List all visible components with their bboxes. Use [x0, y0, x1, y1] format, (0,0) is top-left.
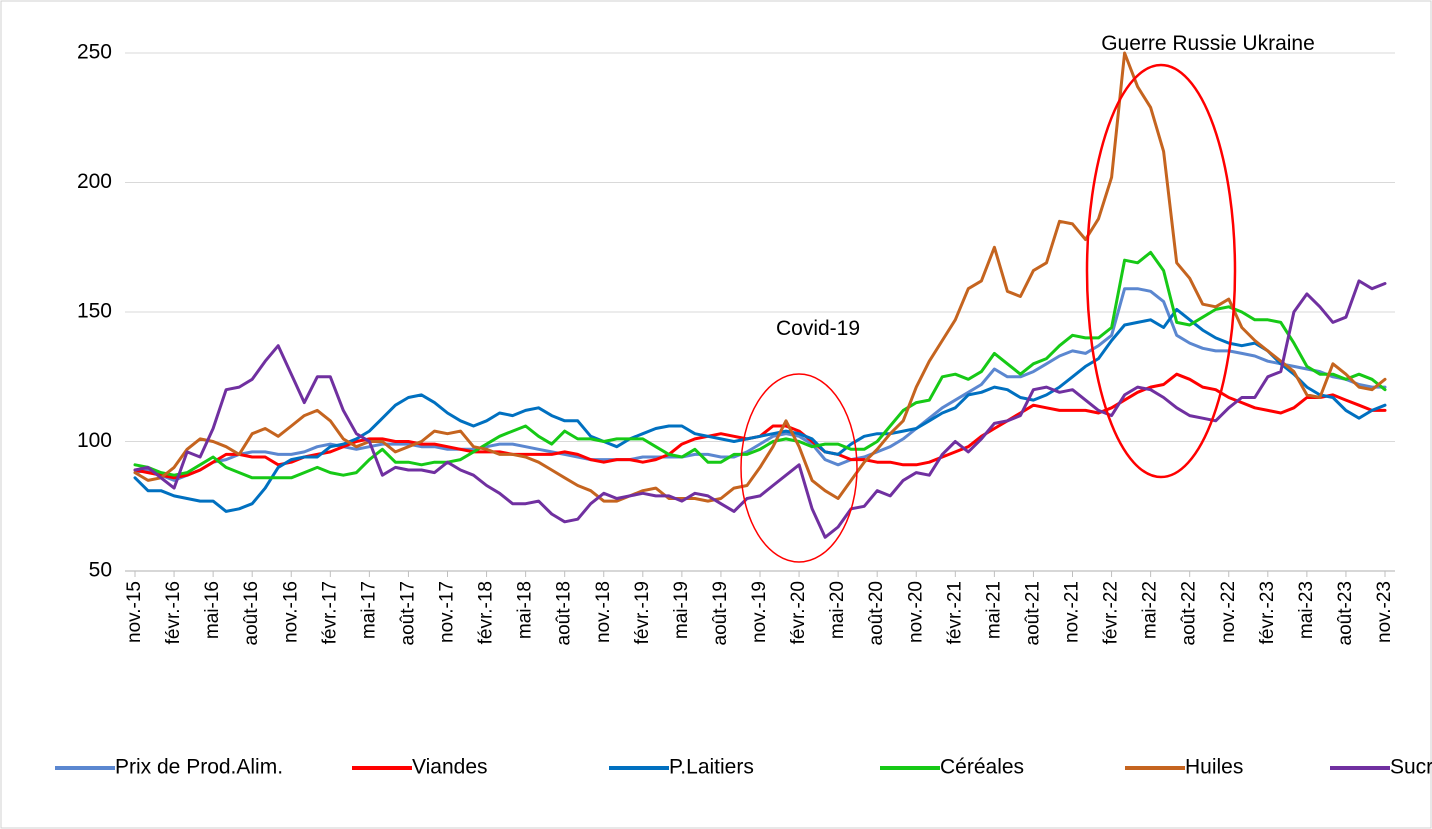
x-tick-label: févr.-17: [319, 581, 340, 644]
series-line: [133, 250, 1387, 480]
x-tick-label: nov.-19: [749, 581, 770, 643]
x-tick-label: nov.-20: [905, 581, 926, 643]
x-tick-label: mai-21: [983, 581, 1004, 639]
y-tick-label: 200: [77, 170, 112, 193]
legend-label: Prix de Prod.Alim.: [115, 756, 283, 779]
legend-label: Sucre: [1390, 756, 1432, 779]
legend: Prix de Prod.Alim. Viandes P.Laitiers Céréa…: [55, 756, 1432, 779]
x-tick-label: mai-23: [1296, 581, 1317, 639]
x-tick-label: févr.-19: [632, 581, 653, 644]
x-tick-label: août-19: [710, 581, 731, 645]
annotation: Guerre Russie Ukraine: [1101, 32, 1315, 55]
y-tick-label: 50: [89, 559, 112, 582]
x-tick-label: nov.-23: [1374, 581, 1395, 643]
legend-label: Huiles: [1185, 756, 1243, 779]
x-tick-label: août-22: [1179, 581, 1200, 645]
x-tick-label: août-20: [866, 581, 887, 645]
x-tick-label: févr.-22: [1101, 581, 1122, 644]
x-tick-label: mai-22: [1140, 581, 1161, 639]
y-tick-label: 150: [77, 300, 112, 323]
series-line: [133, 279, 1387, 539]
x-tick-label: mai-19: [671, 581, 692, 639]
axis: 50 100 150 200 250 nov.-15 févr.-16 mai-16 août-…: [77, 41, 1395, 646]
x-tick-label: août-23: [1335, 581, 1356, 645]
x-tick-label: mai-18: [515, 581, 536, 639]
legend-label: Céréales: [940, 756, 1024, 779]
lines: [133, 51, 1387, 539]
x-tick-label: nov.-16: [280, 581, 301, 643]
x-tick-label: mai-17: [358, 581, 379, 639]
legend-label: Viandes: [412, 756, 488, 779]
x-tick-label: mai-16: [202, 581, 223, 639]
x-tick-label: août-21: [1022, 581, 1043, 645]
y-tick-label: 250: [77, 41, 112, 64]
x-tick-label: févr.-20: [788, 581, 809, 644]
x-tick-label: févr.-16: [163, 581, 184, 644]
x-tick-label: nov.-21: [1062, 581, 1083, 643]
x-tick-label: août-17: [397, 581, 418, 645]
x-tick-label: févr.-21: [944, 581, 965, 644]
series-line: [133, 307, 1387, 513]
x-tick-label: nov.-22: [1218, 581, 1239, 643]
legend-label: P.Laitiers: [669, 756, 754, 779]
grid: [125, 52, 1395, 442]
covid-ellipse: [740, 373, 858, 563]
x-tick-label: août-16: [241, 581, 262, 645]
x-tick-label: févr.-18: [476, 581, 497, 644]
series-line: [133, 51, 1387, 503]
x-tick-label: mai-20: [827, 581, 848, 639]
war-ellipse: [1085, 63, 1237, 479]
x-tick-label: nov.-18: [593, 581, 614, 643]
y-tick-label: 100: [77, 429, 112, 452]
x-tick-label: nov.-15: [124, 581, 145, 643]
x-tick-label: août-18: [554, 581, 575, 645]
x-tick-label: févr.-23: [1257, 581, 1278, 644]
annotation: Covid-19: [776, 317, 860, 340]
x-tick-label: nov.-17: [437, 581, 458, 643]
